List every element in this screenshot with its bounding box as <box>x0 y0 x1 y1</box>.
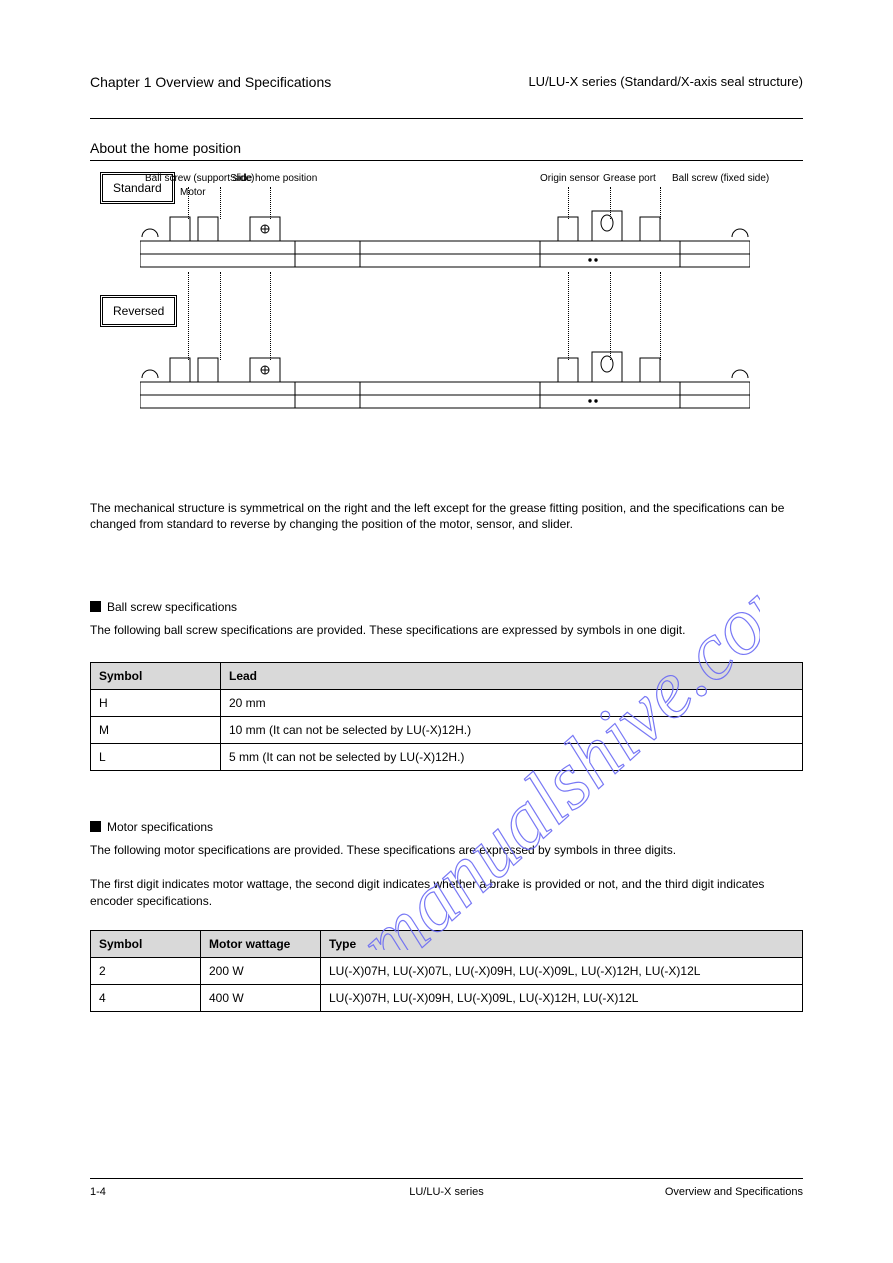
table-motor: Symbol Motor wattage Type 2 200 W LU(-X)… <box>90 930 803 1012</box>
cell: 200 W <box>201 958 321 985</box>
motor-leadin-2: The first digit indicates motor wattage,… <box>90 876 803 910</box>
section-title-home-position: About the home position <box>90 140 241 156</box>
cell: M <box>91 717 221 744</box>
cell: LU(-X)07H, LU(-X)07L, LU(-X)09H, LU(-X)0… <box>321 958 803 985</box>
bullet-icon <box>90 821 101 832</box>
leader-line <box>660 272 661 360</box>
leader-line <box>220 272 221 360</box>
section-rule <box>90 160 803 161</box>
page: Chapter 1 Overview and Specifications LU… <box>0 0 893 1263</box>
rail-drawing-standard <box>140 207 750 287</box>
motor-leadin-1: The following motor specifications are p… <box>90 842 676 859</box>
leader-line <box>568 272 569 360</box>
ballscrew-leadin: The following ball screw specifications … <box>90 622 685 639</box>
diagram-note: The mechanical structure is symmetrical … <box>90 500 803 532</box>
bullet-icon <box>90 601 101 612</box>
cell: 400 W <box>201 985 321 1012</box>
subhead-motor-text: Motor specifications <box>107 820 213 834</box>
cell: 2 <box>91 958 201 985</box>
th-type: Type <box>321 931 803 958</box>
table-ballscrew: Symbol Lead H 20 mm M 10 mm (It can not … <box>90 662 803 771</box>
label-motor-1: Motor <box>180 187 206 198</box>
diagram-standard: Ball screw (support side) Slide home pos… <box>140 175 750 295</box>
table-row: Symbol Motor wattage Type <box>91 931 803 958</box>
subhead-motor: Motor specifications <box>90 820 213 834</box>
th-symbol: Symbol <box>91 931 201 958</box>
header-rule <box>90 118 803 119</box>
cell: H <box>91 690 221 717</box>
cell: 10 mm (It can not be selected by LU(-X)1… <box>221 717 803 744</box>
cell: 4 <box>91 985 201 1012</box>
table-row: 2 200 W LU(-X)07H, LU(-X)07L, LU(-X)09H,… <box>91 958 803 985</box>
table-row: 4 400 W LU(-X)07H, LU(-X)09H, LU(-X)09L,… <box>91 985 803 1012</box>
th-wattage: Motor wattage <box>201 931 321 958</box>
label-slide-home: Slide home position <box>230 173 317 184</box>
cell: LU(-X)07H, LU(-X)09H, LU(-X)09L, LU(-X)1… <box>321 985 803 1012</box>
header-series: LU/LU-X series (Standard/X-axis seal str… <box>528 74 803 89</box>
leader-line <box>270 272 271 360</box>
subhead-ballscrew-text: Ball screw specifications <box>107 600 237 614</box>
footer-right: Overview and Specifications <box>665 1186 803 1198</box>
footer-rule <box>90 1178 803 1179</box>
table-row: Symbol Lead <box>91 663 803 690</box>
leader-line <box>610 272 611 360</box>
th-lead: Lead <box>221 663 803 690</box>
cell: L <box>91 744 221 771</box>
cell: 20 mm <box>221 690 803 717</box>
th-symbol: Symbol <box>91 663 221 690</box>
label-grease-port: Grease port <box>603 173 656 184</box>
label-origin-sensor: Origin sensor <box>540 173 599 184</box>
table-row: L 5 mm (It can not be selected by LU(-X)… <box>91 744 803 771</box>
leader-line <box>188 272 189 360</box>
subhead-ballscrew: Ball screw specifications <box>90 600 237 614</box>
label-ball-screw-fixed: Ball screw (fixed side) <box>672 173 769 184</box>
table-row: M 10 mm (It can not be selected by LU(-X… <box>91 717 803 744</box>
cell: 5 mm (It can not be selected by LU(-X)12… <box>221 744 803 771</box>
diagram-reversed <box>140 320 750 440</box>
header-chapter: Chapter 1 Overview and Specifications <box>90 74 331 90</box>
table-row: H 20 mm <box>91 690 803 717</box>
rail-drawing-reversed <box>140 348 750 428</box>
